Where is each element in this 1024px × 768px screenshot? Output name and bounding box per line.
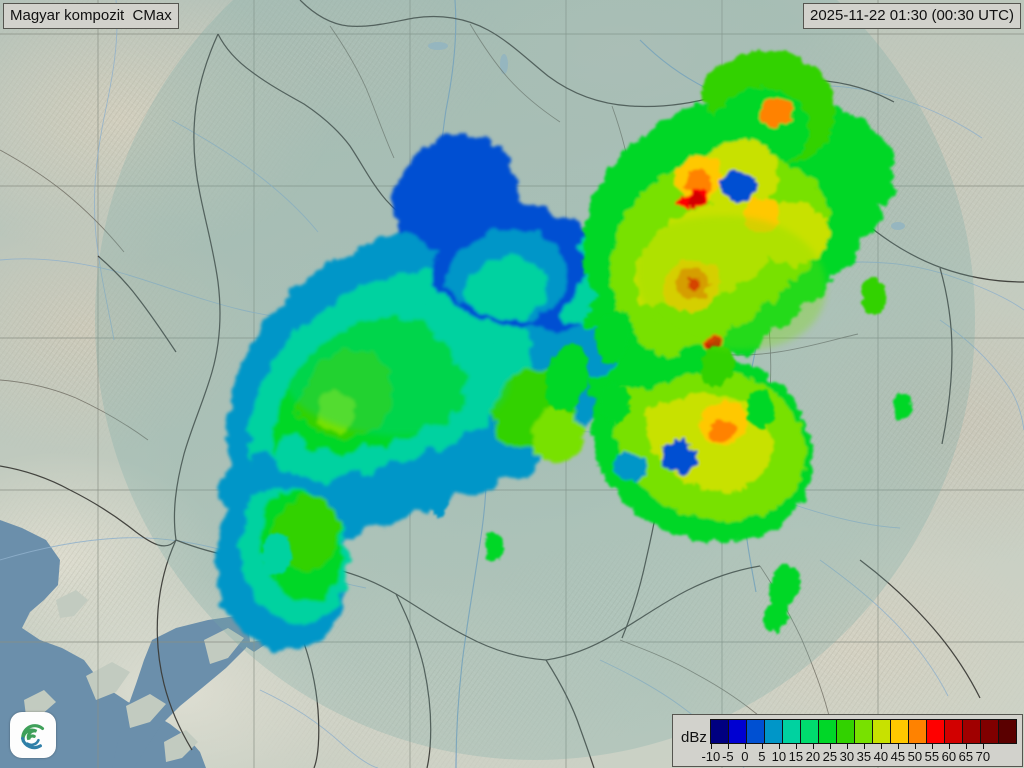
legend-swatch [728, 720, 747, 743]
legend-tick-label: 55 [924, 749, 940, 764]
legend-swatch [746, 720, 765, 743]
legend-tick-label: 45 [890, 749, 906, 764]
legend-tick [880, 744, 882, 749]
legend-tick-label: 60 [941, 749, 957, 764]
product-title: Magyar kompozit CMax [3, 3, 179, 29]
legend-tick [829, 744, 831, 749]
legend-swatch [782, 720, 801, 743]
legend-tick-label: 35 [856, 749, 872, 764]
legend-tick-label: 5 [758, 749, 766, 764]
legend-swatch [890, 720, 909, 743]
legend-tick-label: 0 [741, 749, 749, 764]
dbz-legend: dBz -10 -5 0 5 10 15 20 25 30 35 40 45 50 55 60 65 70 [672, 714, 1023, 767]
legend-tick [846, 744, 848, 749]
timestamp-label: 2025-11-22 01:30 (00:30 UTC) [802, 3, 1021, 29]
legend-tick [710, 744, 712, 749]
legend-swatch [854, 720, 873, 743]
legend-swatch [710, 720, 729, 743]
legend-colorbar [709, 719, 1017, 744]
legend-swatch [836, 720, 855, 743]
swirl-icon [21, 724, 45, 750]
legend-tick [795, 744, 797, 749]
legend-tick [863, 744, 865, 749]
legend-tick-label: 20 [805, 749, 821, 764]
legend-tick-label: 50 [907, 749, 923, 764]
legend-tick [965, 744, 967, 749]
legend-tick-label: 10 [771, 749, 787, 764]
legend-swatch [764, 720, 783, 743]
legend-tick-label: 70 [975, 749, 991, 764]
legend-tick-label: -5 [722, 749, 734, 764]
legend-unit-label: dBz [681, 729, 707, 746]
legend-tick [761, 744, 763, 749]
legend-tick [812, 744, 814, 749]
legend-tick [897, 744, 899, 749]
legend-scale: -10 -5 0 5 10 15 20 25 30 35 40 45 50 55 60 65 70 [701, 719, 1017, 766]
legend-tick [914, 744, 916, 749]
hungaromet-logo[interactable] [10, 712, 56, 758]
legend-swatch [998, 720, 1016, 743]
legend-swatch [980, 720, 999, 743]
legend-tick-axis: -10 -5 0 5 10 15 20 25 30 35 40 45 50 55 60 65 70 [701, 744, 1001, 766]
legend-swatch [818, 720, 837, 743]
legend-tick-label: -10 [701, 749, 721, 764]
legend-swatch [944, 720, 963, 743]
legend-swatch [962, 720, 981, 743]
legend-tick-label: 65 [958, 749, 974, 764]
legend-tick [727, 744, 729, 749]
legend-tick [744, 744, 746, 749]
legend-tick [948, 744, 950, 749]
legend-tick [982, 744, 984, 749]
legend-swatch [908, 720, 927, 743]
legend-tick [778, 744, 780, 749]
legend-tick-label: 30 [839, 749, 855, 764]
legend-swatch [800, 720, 819, 743]
legend-tick-label: 15 [788, 749, 804, 764]
legend-tick-label: 40 [873, 749, 889, 764]
legend-swatch [926, 720, 945, 743]
legend-swatch [872, 720, 891, 743]
legend-tick-label: 25 [822, 749, 838, 764]
legend-tick [931, 744, 933, 749]
